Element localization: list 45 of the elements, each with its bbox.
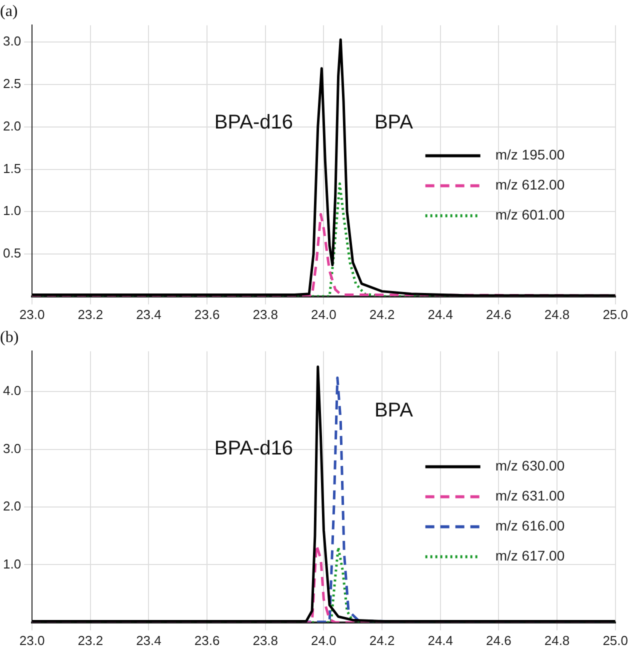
legend-label: m/z 601.00 [495, 206, 565, 223]
legend-label: m/z 630.00 [495, 458, 565, 474]
y-tick-label: 2.5 [2, 76, 22, 92]
x-tick-label: 25.0 [602, 306, 628, 322]
y-tick-label: 1.5 [2, 160, 22, 176]
legend-label: m/z 612.00 [495, 176, 565, 193]
x-tick-label: 23.4 [136, 306, 162, 322]
annotation: BPA-d16 [214, 111, 294, 134]
x-tick-label: 24.8 [544, 306, 570, 322]
x-tick-label: 24.4 [428, 306, 454, 322]
x-tick-label: 23.8 [252, 306, 278, 322]
legend-label: m/z 617.00 [495, 548, 565, 564]
x-tick-label: 24.2 [369, 632, 395, 648]
chart-title: (b) [0, 328, 19, 346]
y-tick-label: 2.0 [2, 498, 22, 514]
y-tick-label: 1.0 [2, 556, 22, 572]
y-tick-label: 1.0 [2, 203, 22, 218]
annotation: BPA [374, 399, 414, 422]
y-tick-label: 3.0 [2, 440, 22, 456]
x-tick-label: 24.8 [544, 632, 570, 648]
x-tick-label: 24.6 [486, 632, 512, 648]
y-tick-label: 0.5 [2, 246, 22, 261]
x-tick-label: 23.6 [194, 632, 220, 648]
x-tick-label: 25.0 [602, 632, 628, 648]
y-tick-label: 3.0 [2, 34, 22, 49]
y-tick-label: 4.0 [2, 383, 22, 398]
x-tick-label: 24.6 [486, 306, 512, 322]
legend-label: m/z 616.00 [495, 518, 565, 534]
x-tick-label: 24.4 [428, 632, 454, 648]
x-tick-label: 24.2 [369, 306, 395, 322]
x-tick-label: 23.6 [194, 306, 220, 322]
x-tick-label: 23.0 [19, 306, 45, 322]
x-tick-label: 24.0 [311, 632, 336, 648]
annotation: BPA-d16 [214, 437, 294, 460]
chart-title: (a) [0, 2, 18, 20]
x-tick-label: 23.2 [78, 632, 104, 648]
x-tick-label: 23.8 [252, 632, 278, 648]
x-tick-label: 23.2 [78, 306, 104, 322]
x-tick-label: 24.0 [311, 306, 336, 322]
x-tick-label: 23.4 [136, 632, 162, 648]
annotation: BPA [374, 111, 414, 134]
y-tick-label: 2.0 [2, 118, 22, 134]
x-tick-label: 23.0 [19, 632, 45, 648]
legend-label: m/z 631.00 [495, 488, 565, 504]
legend-label: m/z 195.00 [495, 146, 565, 163]
